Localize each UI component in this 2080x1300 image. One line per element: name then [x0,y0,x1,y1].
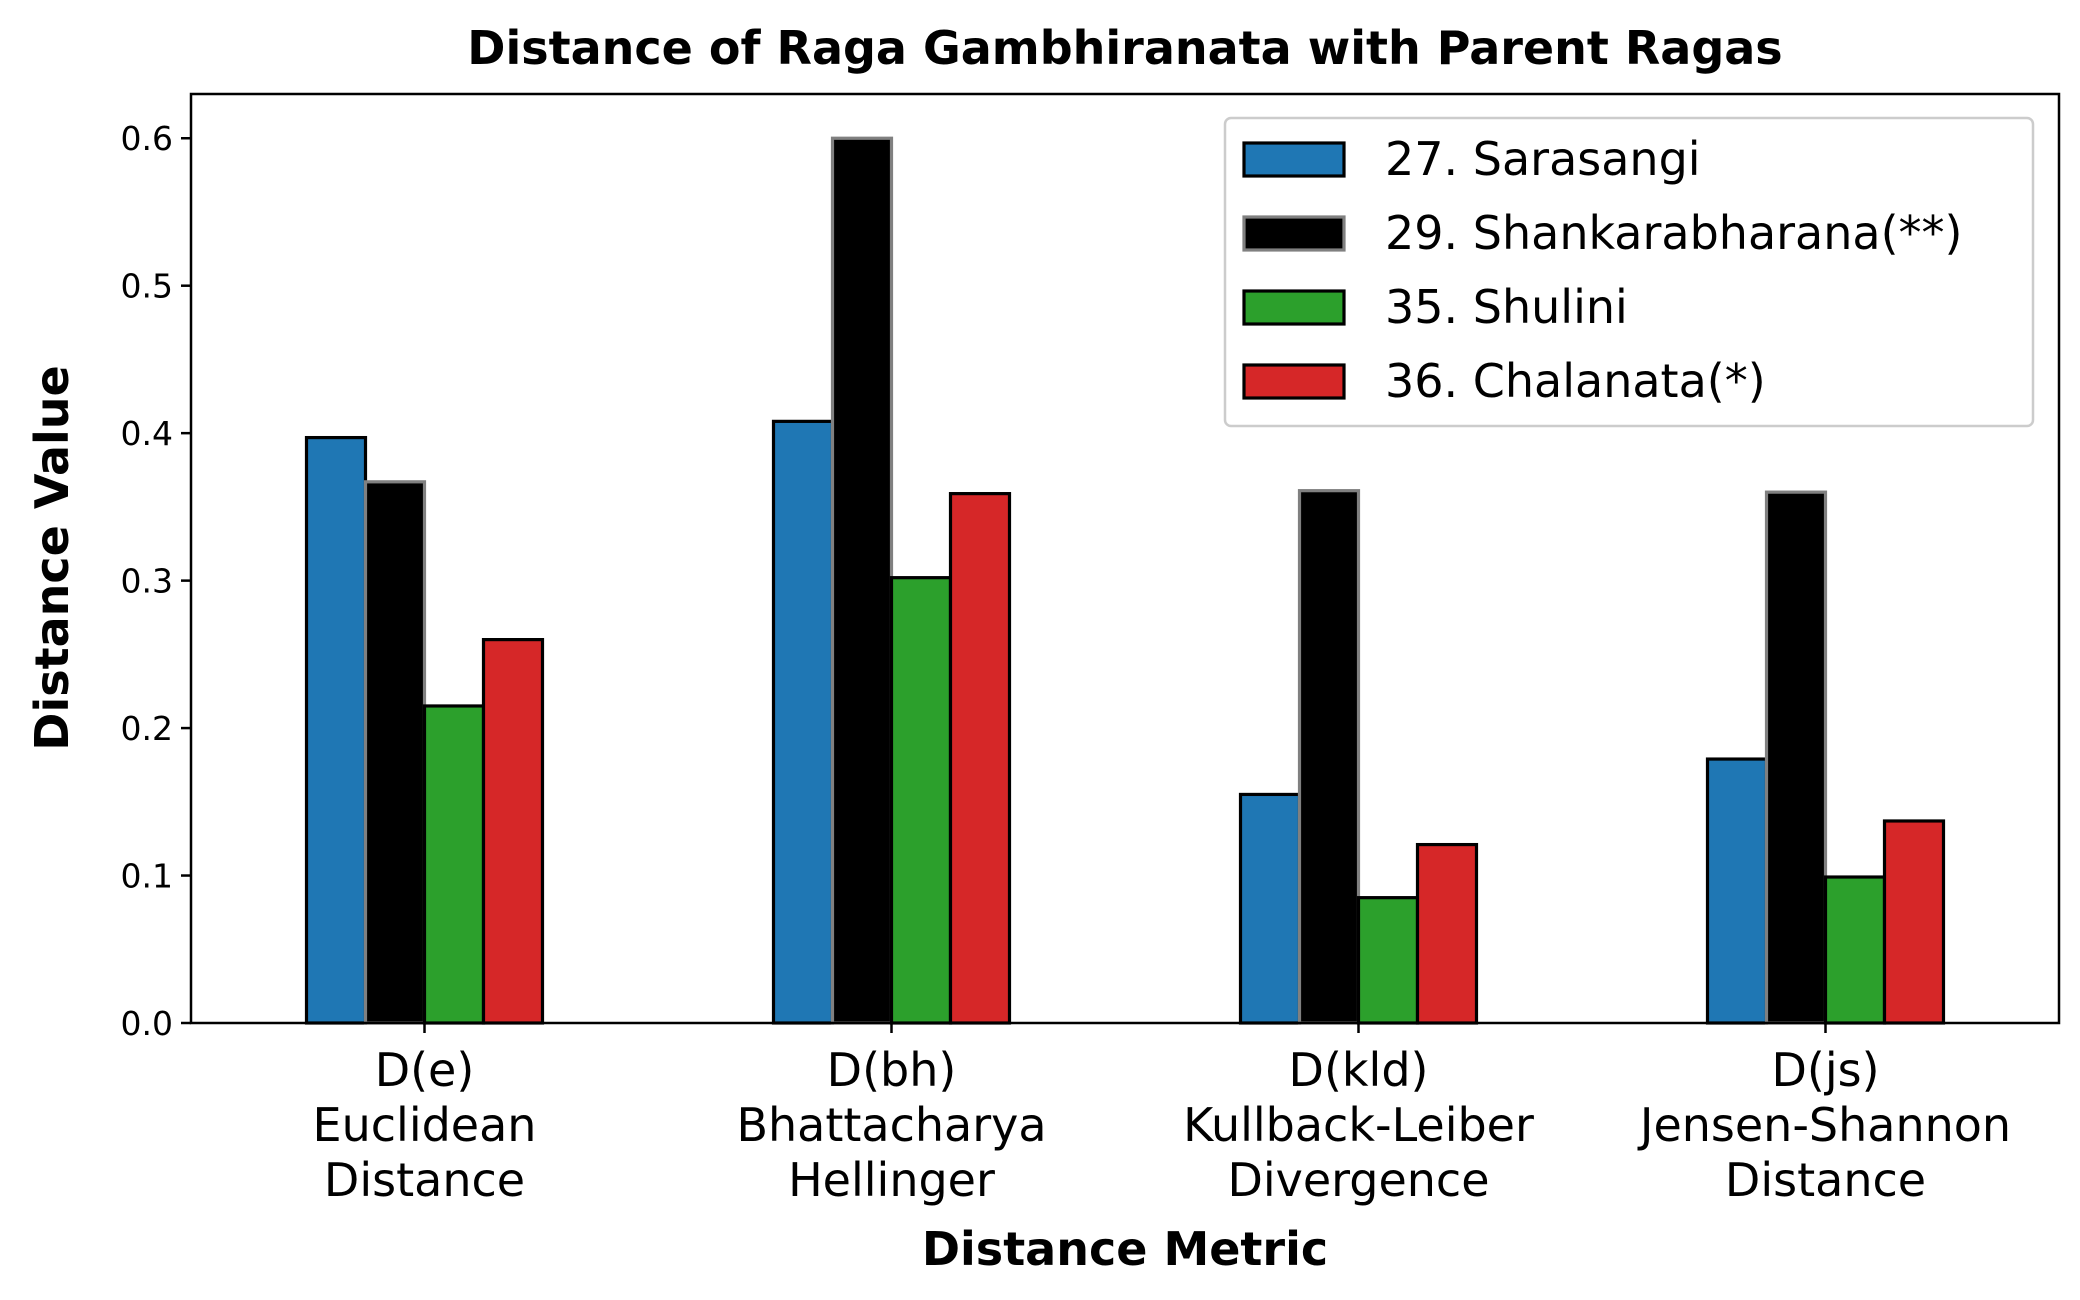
x-tick-label: Hellinger [788,1153,995,1207]
legend-swatch [1242,141,1346,178]
bar [1238,792,1302,1025]
bar [1415,842,1479,1025]
x-tick-label: Jensen-Shannon [1637,1098,2011,1152]
bar [1356,896,1420,1025]
bar [948,492,1012,1025]
bar [771,419,835,1025]
legend-swatch [1242,289,1346,326]
y-tick-label: 0.4 [121,414,173,453]
bar [1882,819,1946,1025]
bar [1764,490,1828,1025]
legend-label: 35. Shulini [1385,280,1628,334]
bar [481,638,545,1025]
legend-frame [1223,116,2035,428]
y-tick-label: 0.2 [121,709,173,748]
legend-label: 27. Sarasangi [1385,132,1701,186]
bar [889,576,953,1025]
chart-title: Distance of Raga Gambhiranata with Paren… [467,21,1782,75]
x-tick-label: D(js) [1771,1043,1879,1097]
x-tick-label: D(e) [375,1043,475,1097]
x-tick-label: D(kld) [1289,1043,1429,1097]
x-tick-label: Kullback-Leiber [1183,1098,1534,1152]
y-tick-label: 0.3 [121,562,173,601]
legend-swatch [1242,215,1346,252]
legend-swatch [1242,363,1346,400]
legend: 27. Sarasangi 29. Shankarabharana(**) 35. … [1223,116,2035,428]
y-tick-label: 0.1 [121,857,173,896]
x-tick-label: Distance [324,1153,525,1207]
bar [830,136,894,1025]
legend-label: 36. Chalanata(*) [1385,354,1766,408]
bar [422,704,486,1025]
x-tick-label: Distance [1725,1153,1926,1207]
x-tick-label: Euclidean [313,1098,537,1152]
bar [304,435,368,1025]
plot-frame [189,92,2061,1025]
x-tick-label: D(bh) [827,1043,957,1097]
y-tick-label: 0.0 [121,1004,173,1043]
x-tick-label: Bhattacharya [736,1098,1046,1152]
y-axis-label: Distance Value [25,365,79,750]
y-tick-label: 0.6 [121,119,173,158]
bar [1297,489,1361,1025]
legend-label: 29. Shankarabharana(**) [1385,206,1962,260]
y-tick-label: 0.5 [121,267,173,306]
x-axis-label: Distance Metric [922,1222,1328,1276]
x-tick-label: Divergence [1227,1153,1489,1207]
bar [1823,875,1887,1025]
bar [1705,757,1769,1025]
bar [363,480,427,1025]
